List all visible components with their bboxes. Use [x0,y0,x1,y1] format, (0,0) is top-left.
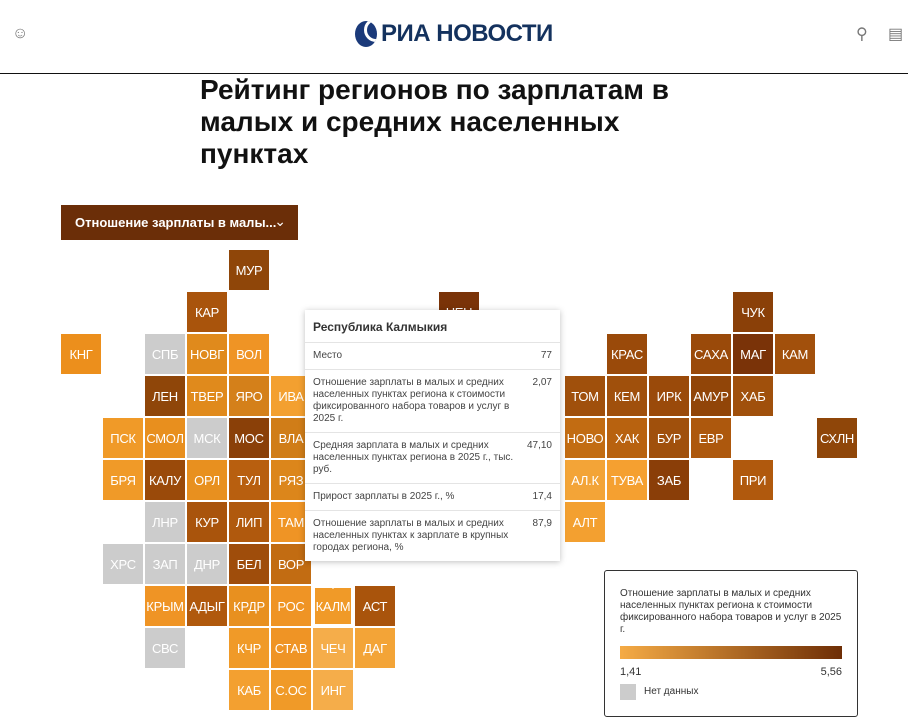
region-tile[interactable]: ПСК [103,418,143,458]
tooltip-row-label: Отношение зарплаты в малых и средних нас… [313,377,510,424]
dropdown-value: Отношение зарплаты в малы... [75,215,277,230]
legend-max: 5,56 [820,666,842,678]
site-header: ☺ РИА НОВОСТИ ⚲ ▤ [0,0,908,74]
region-tile[interactable]: ЗАБ [649,460,689,500]
region-tile[interactable]: ОРЛ [187,460,227,500]
region-tile[interactable]: ТУВА [607,460,647,500]
region-tile[interactable]: МОС [229,418,269,458]
region-tile[interactable]: АМУР [691,376,731,416]
tooltip-row: Отношение зарплаты в малых и средних нас… [305,511,560,561]
region-tile[interactable]: КАЛМ [313,586,353,626]
legend: Отношение зарплаты в малых и средних нас… [604,570,858,717]
region-tile[interactable]: МУР [229,250,269,290]
region-tile[interactable]: НОВГ [187,334,227,374]
no-data-label: Нет данных [644,686,699,697]
region-tile[interactable]: КАР [187,292,227,332]
region-tile[interactable]: СХЛН [817,418,857,458]
region-tile[interactable]: АЛ.К [565,460,605,500]
region-tile[interactable]: ХАБ [733,376,773,416]
region-tile[interactable]: РОС [271,586,311,626]
region-tile[interactable]: АСТ [355,586,395,626]
tooltip-row-value: 17,4 [532,491,552,502]
region-tile[interactable]: КРДР [229,586,269,626]
legend-min: 1,41 [620,666,642,678]
tooltip-title: Республика Калмыкия [305,310,560,343]
region-tile[interactable]: КАБ [229,670,269,710]
region-tile[interactable]: БУР [649,418,689,458]
chevron-down-icon: ⌄ [274,213,286,229]
region-tile[interactable]: ЛИП [229,502,269,542]
region-tile[interactable]: САХА [691,334,731,374]
region-tile[interactable]: КРАС [607,334,647,374]
region-tile[interactable]: ЗАП [145,544,185,584]
region-tile[interactable]: КЧР [229,628,269,668]
region-tile[interactable]: ВОЛ [229,334,269,374]
region-tile[interactable]: АДЫГ [187,586,227,626]
tooltip-row: Прирост зарплаты в 2025 г., % 17,4 [305,484,560,511]
region-tile[interactable]: ЛНР [145,502,185,542]
region-tile[interactable]: ЧУК [733,292,773,332]
region-tile[interactable]: ИРК [649,376,689,416]
tooltip-row-value: 2,07 [532,377,552,388]
tooltip-row: Место 77 [305,343,560,370]
region-tile[interactable]: ТВЕР [187,376,227,416]
region-tile[interactable]: БЕЛ [229,544,269,584]
tooltip-pointer [322,578,344,589]
tooltip-row: Отношение зарплаты в малых и средних нас… [305,370,560,433]
tooltip-row-label: Прирост зарплаты в 2025 г., % [313,491,455,502]
region-tile[interactable]: ЕВР [691,418,731,458]
region-tile[interactable]: ЯРО [229,376,269,416]
tooltip-row-label: Место [313,350,343,361]
region-tile[interactable]: НОВО [565,418,605,458]
search-icon[interactable]: ⚲ [856,26,868,43]
region-tile[interactable]: ХАК [607,418,647,458]
region-tile[interactable]: С.ОС [271,670,311,710]
page-title: Рейтинг регионов по зарплатам в малых и … [200,74,669,169]
region-tile[interactable]: КЕМ [607,376,647,416]
region-tile[interactable]: МАГ [733,334,773,374]
region-tile[interactable]: КНГ [61,334,101,374]
legend-title: Отношение зарплаты в малых и средних нас… [620,588,842,635]
region-tile[interactable]: КАЛУ [145,460,185,500]
tooltip-row-label: Отношение зарплаты в малых и средних нас… [313,518,509,553]
region-tile[interactable]: ХРС [103,544,143,584]
region-tile[interactable]: ЧЕЧ [313,628,353,668]
region-tile[interactable]: ПРИ [733,460,773,500]
region-tile[interactable]: ВЛА [271,418,311,458]
legend-gradient [620,646,842,659]
region-tile[interactable]: РЯЗ [271,460,311,500]
region-tile[interactable]: СМОЛ [145,418,185,458]
region-tile[interactable]: ДАГ [355,628,395,668]
region-tile[interactable]: ТУЛ [229,460,269,500]
tooltip: Республика Калмыкия Место 77 Отношение зар… [305,310,560,561]
logo[interactable]: РИА НОВОСТИ [355,20,553,48]
region-tile[interactable]: ТАМ [271,502,311,542]
region-tile[interactable]: ДНР [187,544,227,584]
region-tile[interactable]: АЛТ [565,502,605,542]
tooltip-row-value: 87,9 [532,518,552,529]
logo-mark-icon [355,21,377,47]
tooltip-row: Средняя зарплата в малых и средних насел… [305,433,560,484]
comment-icon[interactable]: ▤ [888,26,904,43]
logo-text: РИА НОВОСТИ [381,20,553,47]
region-tile[interactable]: ЛЕН [145,376,185,416]
region-tile[interactable]: СТАВ [271,628,311,668]
tooltip-row-label: Средняя зарплата в малых и средних насел… [313,440,514,475]
region-tile[interactable]: КРЫМ [145,586,185,626]
region-tile[interactable]: СПБ [145,334,185,374]
region-tile[interactable]: КУР [187,502,227,542]
metric-dropdown[interactable]: Отношение зарплаты в малы... ⌄ [61,205,298,240]
region-tile[interactable]: МСК [187,418,227,458]
tooltip-row-value: 47,10 [526,440,552,451]
tooltip-row-value: 77 [540,350,552,361]
region-tile[interactable]: СВС [145,628,185,668]
region-tile[interactable]: ИНГ [313,670,353,710]
region-tile[interactable]: КАМ [775,334,815,374]
no-data-swatch [620,684,636,700]
region-tile[interactable]: ТОМ [565,376,605,416]
user-icon[interactable]: ☺ [12,25,29,42]
region-tile[interactable]: ВОР [271,544,311,584]
region-tile[interactable]: БРЯ [103,460,143,500]
region-tile[interactable]: ИВА [271,376,311,416]
